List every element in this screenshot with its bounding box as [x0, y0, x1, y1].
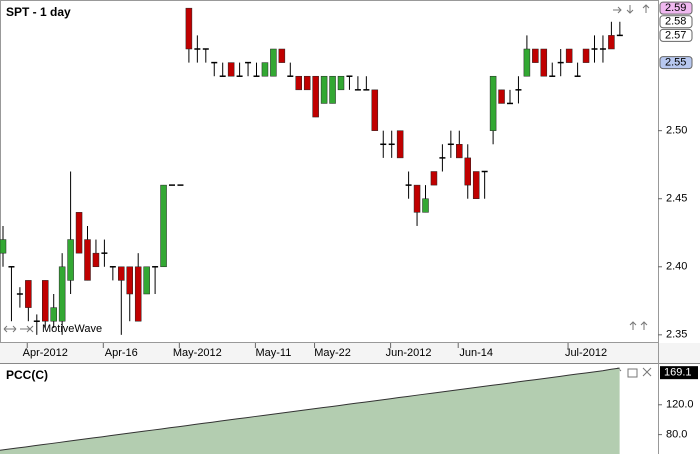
candle-body [532, 48, 539, 63]
candle-body [295, 75, 302, 91]
candle-body [565, 48, 573, 63]
price-marker [659, 15, 693, 29]
y-tick-label: 120.0 [666, 399, 694, 411]
candle-body [134, 266, 142, 322]
candle-body [270, 48, 277, 77]
candle-body [489, 75, 497, 131]
candle-body [523, 48, 531, 77]
candle-body [422, 198, 429, 213]
candle-body [464, 157, 471, 186]
candle-body [227, 62, 235, 77]
y-tick-label: 2.35 [666, 329, 687, 341]
candle-body [92, 252, 100, 268]
candle-body [582, 48, 590, 63]
price-marker [659, 28, 693, 42]
candle-body [84, 239, 91, 281]
x-axis-band [0, 343, 700, 363]
x-tick-label: May-22 [314, 347, 351, 359]
candle-body [371, 89, 379, 131]
price-marker [659, 1, 693, 15]
candle-body [261, 62, 269, 77]
candle-body [25, 280, 32, 308]
y-tick-label: 80.0 [666, 429, 687, 441]
candle-body [337, 75, 345, 91]
x-tick-label: May-2012 [173, 347, 222, 359]
candle-body [472, 171, 480, 199]
last-value-label: 169.1 [664, 367, 692, 379]
candle-body [50, 307, 57, 322]
area-fill [0, 368, 620, 454]
chart-title: SPT - 1 day [6, 5, 71, 19]
candle-body [320, 75, 328, 104]
price-marker-label: 2.59 [665, 2, 686, 14]
candle-body [143, 266, 150, 295]
candle-body [329, 75, 336, 104]
price-marker-label: 2.58 [665, 16, 686, 28]
watermark: MotiveWave [42, 323, 102, 335]
candle-body [67, 239, 74, 281]
candle-body [160, 184, 167, 268]
price-marker-label: 2.57 [665, 29, 686, 41]
candle-body [75, 212, 83, 254]
x-tick-label: Jun-2012 [386, 347, 432, 359]
candle-body [396, 130, 404, 159]
x-tick-label: Apr-16 [105, 347, 138, 359]
y-tick-label: 2.45 [666, 193, 687, 205]
candle-body [0, 239, 7, 254]
candle-body [185, 7, 193, 50]
x-tick-label: May-11 [255, 347, 291, 359]
indicator-title: PCC(C) [6, 368, 48, 382]
y-tick-label: 2.50 [666, 125, 687, 137]
candle-body [430, 171, 438, 186]
x-tick-label: Jul-2012 [565, 347, 607, 359]
candle-body [303, 75, 311, 91]
last-value-marker [660, 366, 698, 380]
area-line [0, 367, 620, 451]
candle-body [118, 266, 125, 281]
y-tick-label: 2.40 [666, 261, 687, 273]
price-marker [659, 56, 693, 70]
x-tick-label: Jun-14 [459, 347, 493, 359]
candle-body [278, 48, 286, 63]
candle-body [456, 144, 463, 159]
candle-body [312, 75, 319, 118]
candle-body [413, 184, 421, 213]
x-tick-label: Apr-2012 [23, 347, 68, 359]
price-marker-label: 2.55 [665, 57, 686, 69]
candle-body [58, 266, 66, 322]
candle-body [126, 266, 133, 295]
candle-body [608, 35, 615, 50]
candle-body [42, 280, 49, 322]
candle-body [498, 89, 505, 104]
candle-body [540, 48, 548, 77]
